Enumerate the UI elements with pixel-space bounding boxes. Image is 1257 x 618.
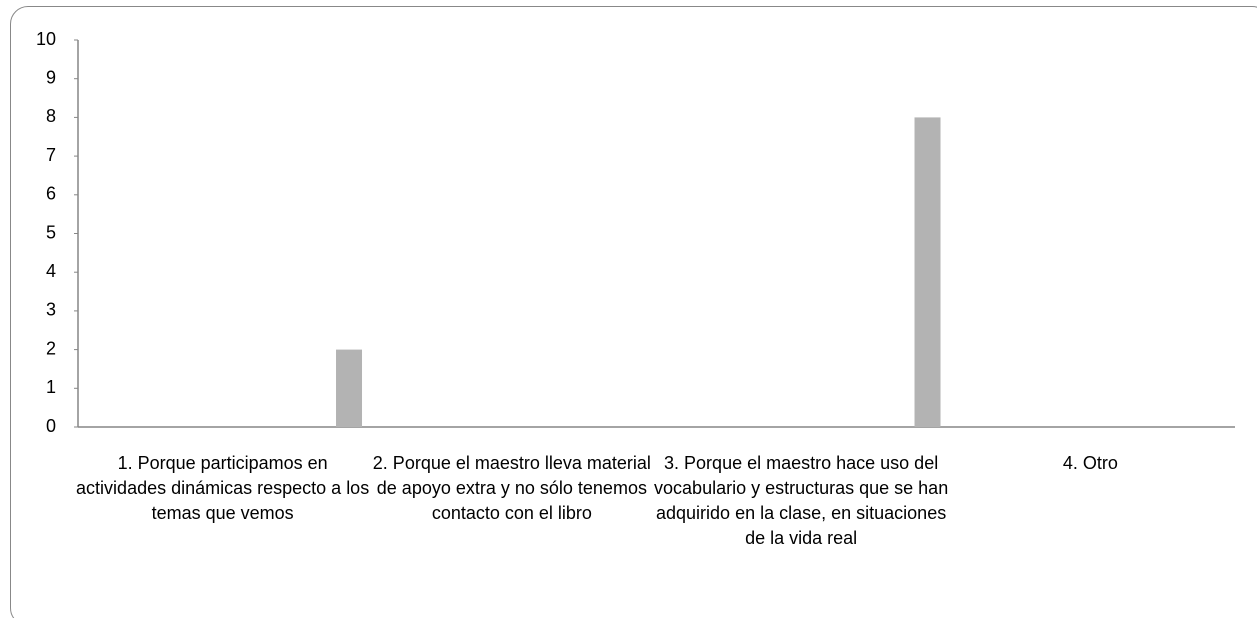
x-tick-label: 2. Porque el maestro lleva material de a…: [372, 453, 651, 523]
x-tick-label: 4. Otro: [1062, 453, 1118, 473]
y-tick-label: 9: [46, 67, 56, 87]
bar: [336, 349, 363, 427]
y-tick-label: 10: [36, 29, 56, 49]
y-tick-label: 2: [46, 338, 56, 358]
x-tick-label: 3. Porque el maestro hace uso del vocabu…: [654, 453, 949, 548]
y-tick-label: 8: [46, 106, 56, 126]
y-tick-label: 0: [46, 416, 56, 436]
y-tick-label: 6: [46, 184, 56, 204]
y-tick-label: 4: [46, 261, 56, 281]
y-tick-label: 3: [46, 300, 56, 320]
chart-frame: [10, 6, 1257, 618]
y-tick-label: 5: [46, 222, 56, 242]
bar: [914, 117, 941, 428]
x-tick-label: 1. Porque participamos en actividades di…: [76, 453, 370, 523]
y-tick-label: 7: [46, 145, 56, 165]
y-tick-label: 1: [46, 377, 56, 397]
